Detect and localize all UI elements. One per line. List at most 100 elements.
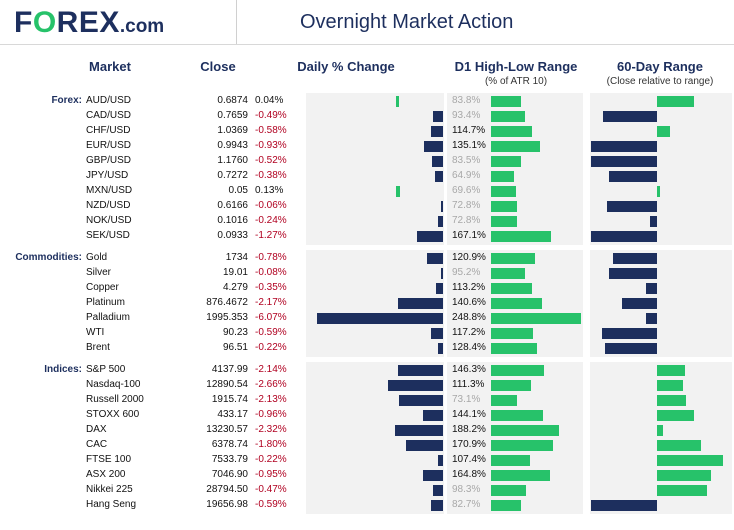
hl-range-bar bbox=[491, 298, 542, 309]
daily-change-value: -2.32% bbox=[255, 424, 287, 435]
daily-change-bar bbox=[430, 126, 443, 137]
daily-change-value: -0.49% bbox=[255, 110, 287, 121]
daily-change-value: -0.78% bbox=[255, 252, 287, 263]
daily-change-bar bbox=[435, 283, 443, 294]
daily-change-bar bbox=[316, 313, 443, 324]
close-value: 1915.74 bbox=[211, 394, 248, 405]
hl-range-value: 83.8% bbox=[452, 95, 481, 106]
table-row: Palladium 1995.353 -6.07% 248.8% bbox=[0, 311, 734, 326]
daily-change-bar bbox=[438, 455, 443, 466]
range60-bar bbox=[657, 126, 671, 137]
daily-change-value: -2.14% bbox=[255, 364, 287, 375]
daily-change-bar bbox=[438, 343, 443, 354]
hl-range-value: 140.6% bbox=[452, 297, 486, 308]
daily-change-bar bbox=[423, 470, 443, 481]
hl-range-bar bbox=[491, 171, 515, 182]
hl-range-bar bbox=[491, 343, 538, 354]
range60-bar bbox=[591, 141, 657, 152]
range60-bar bbox=[591, 156, 657, 167]
table-row: MXN/USD 0.05 0.13% 69.6% bbox=[0, 184, 734, 199]
close-value: 6378.74 bbox=[211, 439, 248, 450]
range60-bar bbox=[609, 268, 657, 279]
forex-logo[interactable]: FOREX.com bbox=[14, 6, 165, 39]
close-value: 0.9943 bbox=[217, 140, 248, 151]
table-row: NOK/USD 0.1016 -0.24% 72.8% bbox=[0, 214, 734, 229]
header-divider bbox=[236, 0, 237, 44]
market-name: DAX bbox=[86, 424, 107, 435]
hl-range-value: 69.6% bbox=[452, 185, 481, 196]
range60-bar bbox=[612, 253, 657, 264]
col-header-daily-change: Daily % Change bbox=[297, 59, 395, 74]
group-label: Commodities: bbox=[15, 252, 82, 263]
daily-change-value: -1.27% bbox=[255, 230, 287, 241]
market-name: Palladium bbox=[86, 312, 130, 323]
range60-bar bbox=[657, 425, 664, 436]
hl-range-value: 98.3% bbox=[452, 484, 481, 495]
close-value: 0.0933 bbox=[217, 230, 248, 241]
table-row: NZD/USD 0.6166 -0.06% 72.8% bbox=[0, 199, 734, 214]
hl-range-bar bbox=[491, 313, 581, 324]
daily-change-bar bbox=[423, 141, 443, 152]
hl-range-bar bbox=[491, 253, 535, 264]
table-row: Platinum 876.4672 -2.17% 140.6% bbox=[0, 296, 734, 311]
hl-range-value: 73.1% bbox=[452, 394, 481, 405]
daily-change-value: -0.22% bbox=[255, 454, 287, 465]
daily-change-value: -0.08% bbox=[255, 267, 287, 278]
table-row: STOXX 600 433.17 -0.96% 144.1% bbox=[0, 408, 734, 423]
close-value: 4137.99 bbox=[211, 364, 248, 375]
table-row: SEK/USD 0.0933 -1.27% 167.1% bbox=[0, 229, 734, 244]
market-name: Brent bbox=[86, 342, 110, 353]
daily-change-value: -0.06% bbox=[255, 200, 287, 211]
table-row: Russell 2000 1915.74 -2.13% 73.1% bbox=[0, 393, 734, 408]
range60-bar bbox=[645, 283, 657, 294]
daily-change-bar bbox=[426, 253, 443, 264]
table-row: Indices: S&P 500 4137.99 -2.14% 146.3% bbox=[0, 363, 734, 378]
daily-change-value: 0.04% bbox=[255, 95, 284, 106]
range60-panel bbox=[590, 250, 732, 357]
close-value: 0.7659 bbox=[217, 110, 248, 121]
range60-bar bbox=[657, 365, 686, 376]
close-value: 7046.90 bbox=[211, 469, 248, 480]
table-row: DAX 13230.57 -2.32% 188.2% bbox=[0, 423, 734, 438]
close-value: 96.51 bbox=[222, 342, 248, 353]
close-value: 19656.98 bbox=[206, 499, 248, 510]
table-row: CAD/USD 0.7659 -0.49% 93.4% bbox=[0, 109, 734, 124]
hl-range-value: 93.4% bbox=[452, 110, 481, 121]
market-name: NZD/USD bbox=[86, 200, 131, 211]
daily-change-bar bbox=[397, 298, 443, 309]
market-name: Russell 2000 bbox=[86, 394, 144, 405]
hl-range-value: 107.4% bbox=[452, 454, 486, 465]
table-row: Nikkei 225 28794.50 -0.47% 98.3% bbox=[0, 483, 734, 498]
daily-change-bar bbox=[441, 201, 443, 212]
close-value: 12890.54 bbox=[206, 379, 248, 390]
table-row: FTSE 100 7533.79 -0.22% 107.4% bbox=[0, 453, 734, 468]
daily-change-value: -0.58% bbox=[255, 125, 287, 136]
range60-bar bbox=[657, 470, 711, 481]
daily-change-value: 0.13% bbox=[255, 185, 284, 196]
daily-change-value: -0.52% bbox=[255, 155, 287, 166]
daily-change-value: -6.07% bbox=[255, 312, 287, 323]
daily-change-value: -1.80% bbox=[255, 439, 287, 450]
hl-range-value: 72.8% bbox=[452, 200, 481, 211]
group-label: Forex: bbox=[51, 95, 82, 106]
daily-change-value: -0.24% bbox=[255, 215, 287, 226]
close-value: 19.01 bbox=[222, 267, 248, 278]
market-name: WTI bbox=[86, 327, 105, 338]
close-value: 0.6874 bbox=[217, 95, 248, 106]
hl-range-bar bbox=[491, 141, 540, 152]
range60-bar bbox=[591, 231, 657, 242]
close-value: 90.23 bbox=[222, 327, 248, 338]
daily-change-bar bbox=[430, 328, 443, 339]
range60-bar bbox=[657, 380, 684, 391]
close-value: 1.0369 bbox=[217, 125, 248, 136]
hl-range-bar bbox=[491, 410, 543, 421]
hl-range-bar bbox=[491, 201, 518, 212]
hl-range-value: 188.2% bbox=[452, 424, 486, 435]
close-value: 433.17 bbox=[217, 409, 248, 420]
daily-change-value: -0.47% bbox=[255, 484, 287, 495]
range60-bar bbox=[622, 298, 657, 309]
table-row: CAC 6378.74 -1.80% 170.9% bbox=[0, 438, 734, 453]
hl-range-value: 95.2% bbox=[452, 267, 481, 278]
close-value: 13230.57 bbox=[206, 424, 248, 435]
daily-change-value: -2.66% bbox=[255, 379, 287, 390]
